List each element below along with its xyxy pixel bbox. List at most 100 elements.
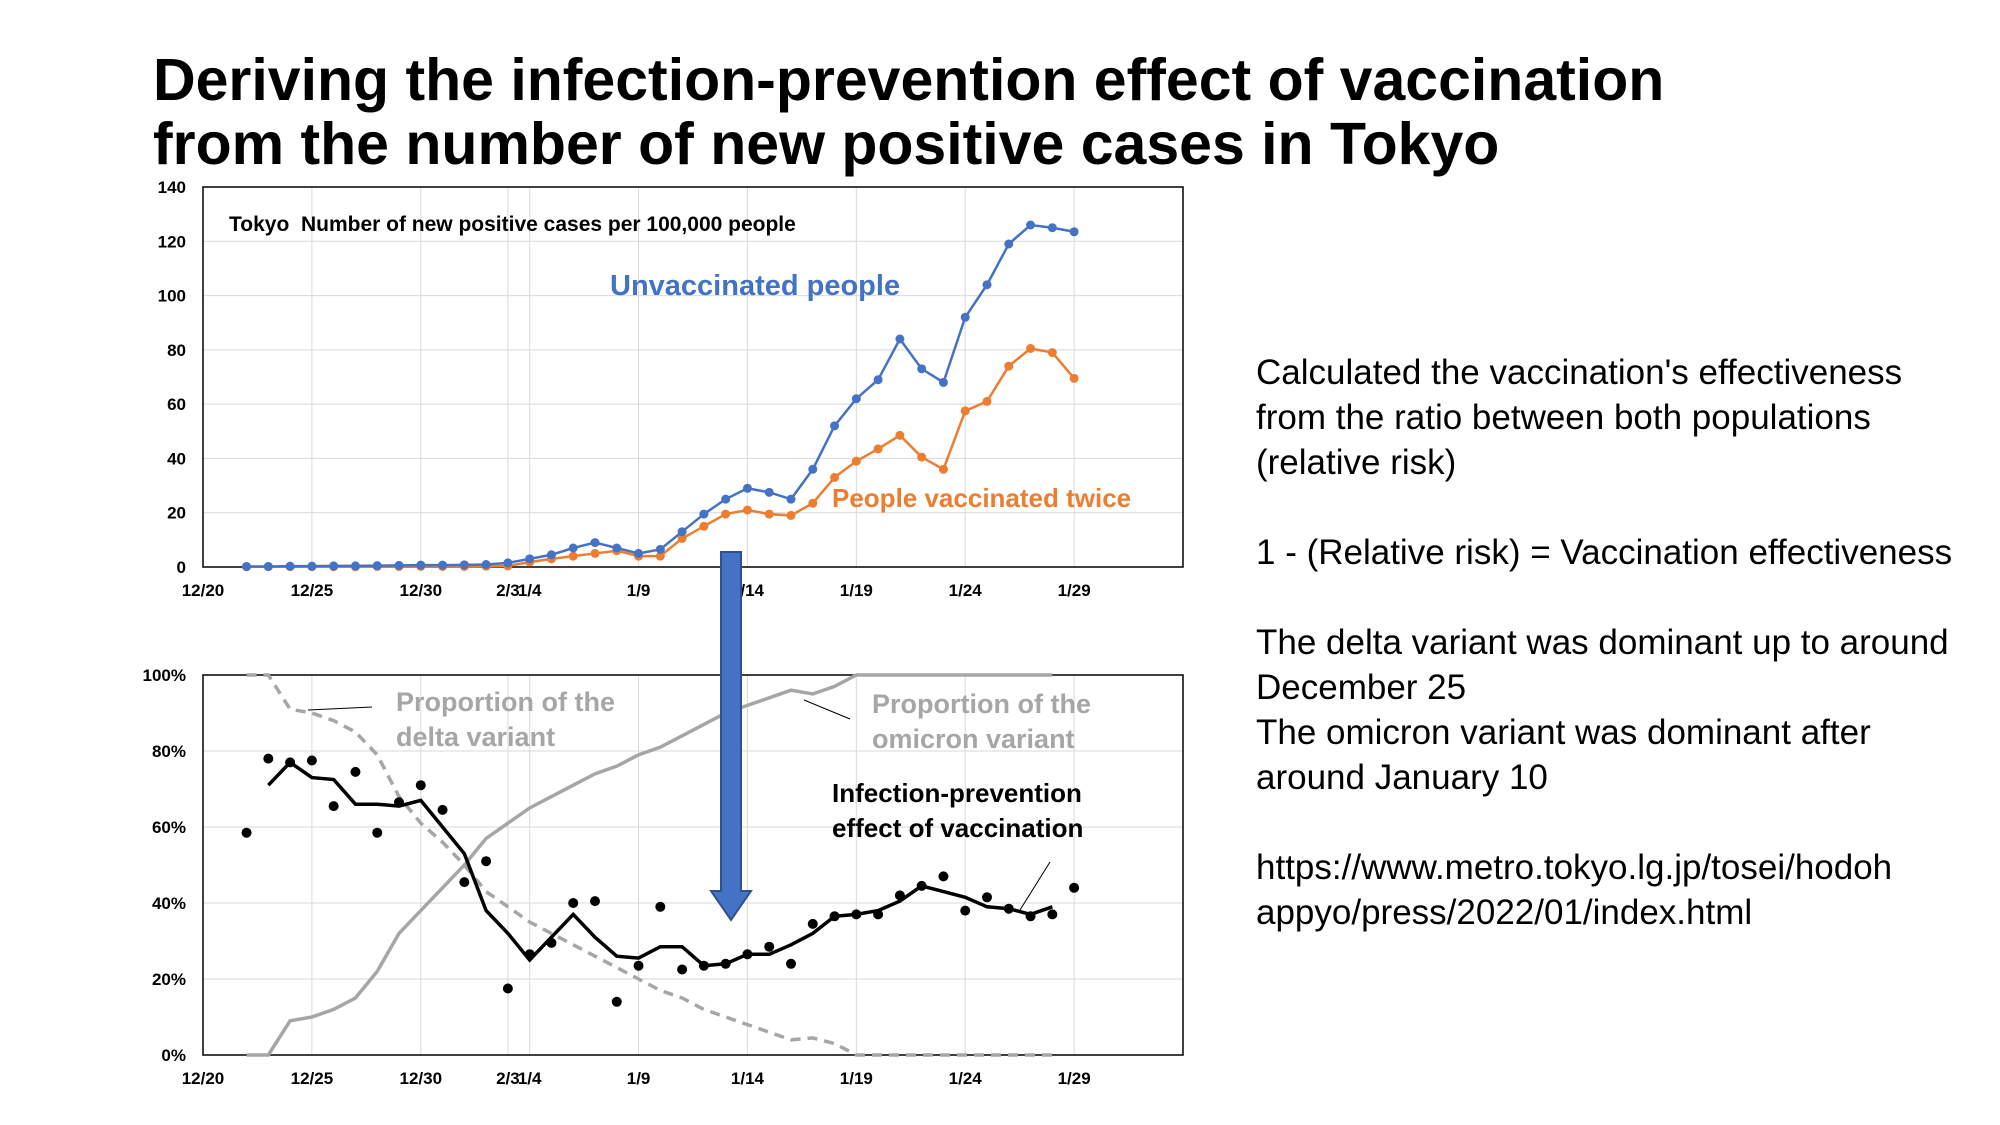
top-chart-x-ticks: 12/20 12/25 12/30 1/4 1/9 1/14 1/19 1/24 1/292/3	[182, 581, 1091, 600]
unvaccinated-point	[960, 312, 970, 322]
effect-daily-point	[1025, 911, 1036, 922]
effect-daily-point	[568, 898, 579, 908]
unvaccinated-point	[1004, 239, 1014, 249]
unvaccinated-point	[677, 527, 687, 537]
down-arrow	[709, 551, 753, 922]
effect-daily-point	[590, 896, 600, 907]
delta-proportion-line	[246, 673, 1053, 1057]
effect-daily-point	[851, 909, 862, 920]
source-url: https://www.metro.tokyo.lg.jp/tosei/hodo…	[1256, 848, 1893, 932]
unvaccinated-point	[1069, 227, 1079, 237]
effect-daily-point	[894, 890, 905, 901]
effect-daily-point	[960, 905, 971, 916]
top-chart-plot-area	[202, 186, 1184, 568]
bottom-xtick-label: 2/3	[496, 1069, 520, 1088]
unvaccinated-point	[372, 561, 382, 571]
top-chart-title: Tokyo Number of new positive cases per 1…	[229, 213, 796, 236]
effect-daily-point	[263, 753, 274, 764]
unvaccinated-point	[699, 509, 709, 519]
effect-daily-point	[546, 937, 557, 948]
effect-daily-point	[241, 827, 252, 838]
top-xtick-label: 1/4	[518, 581, 542, 600]
top-ytick-label: 40	[167, 449, 186, 468]
bottom-xtick-label: 1/19	[840, 1069, 873, 1088]
unvaccinated-point	[481, 560, 491, 570]
vaccinated-point	[982, 396, 992, 406]
unvaccinated-point	[503, 558, 513, 568]
unvaccinated-point	[416, 560, 426, 570]
unvaccinated-point	[764, 487, 774, 497]
unvaccinated-point	[917, 364, 927, 374]
bottom-xtick-label: 12/30	[400, 1069, 443, 1088]
vaccinated-point	[917, 452, 927, 462]
effect-daily-point	[1003, 903, 1014, 914]
top-ytick-label: 60	[167, 395, 186, 414]
charts-canvas: 0 20 40 60 80 100 120 140 12/20 12/25 12/30 1/4 1/9…	[143, 178, 1184, 1088]
unvaccinated-point	[982, 280, 992, 290]
unvaccinated-point	[655, 544, 665, 554]
vaccinated-line	[246, 347, 1076, 568]
label-delta-line2: delta variant	[396, 722, 555, 752]
effect-daily-point	[1047, 909, 1058, 920]
unvaccinated-point	[590, 538, 600, 548]
vaccinated-point	[851, 456, 861, 466]
vaccinated-point	[1026, 344, 1036, 353]
effect-daily-point	[328, 801, 339, 812]
bottom-xtick-label: 1/29	[1058, 1069, 1091, 1088]
title-line-2: from the number of new positive cases in…	[153, 111, 1500, 177]
explanation-delta: The delta variant was dominant up to aro…	[1256, 623, 1949, 707]
effect-daily-point	[459, 877, 470, 888]
bottom-ytick-label: 0%	[161, 1046, 186, 1065]
label-effect-line2: effect of vaccination	[832, 813, 1083, 843]
top-xtick-label: 2/3	[496, 581, 520, 600]
vaccinated-point	[742, 505, 752, 515]
vaccinated-point	[1004, 361, 1014, 371]
unvaccinated-point	[1026, 220, 1036, 230]
label-unvaccinated: Unvaccinated people	[610, 270, 900, 302]
bottom-ytick-label: 20%	[152, 970, 186, 989]
explanation-formula: 1 - (Relative risk) = Vaccination effect…	[1256, 533, 1953, 572]
top-xtick-label: 1/9	[627, 581, 651, 600]
unvaccinated-point	[895, 334, 905, 344]
delta-leader-line	[307, 706, 373, 711]
unvaccinated-point	[873, 375, 883, 385]
effect-daily-point	[720, 958, 731, 969]
bottom-ytick-label: 100%	[143, 666, 186, 685]
top-chart-series	[242, 220, 1079, 572]
effect-daily-point	[938, 871, 949, 882]
effect-daily-point	[611, 996, 622, 1007]
effect-daily-point	[437, 804, 448, 815]
effect-daily-point	[502, 983, 513, 994]
top-xtick-label: 1/19	[840, 581, 873, 600]
top-xtick-label: 12/30	[400, 581, 443, 600]
effect-daily-point	[524, 949, 535, 960]
omicron-leader-line	[803, 699, 851, 720]
top-ytick-label: 80	[167, 341, 186, 360]
unvaccinated-point	[612, 543, 622, 553]
label-effect-line1: Infection-prevention	[832, 778, 1082, 808]
effect-daily-point	[829, 911, 840, 922]
effect-daily-point	[394, 797, 404, 808]
unvaccinated-point	[263, 561, 273, 571]
top-ytick-label: 100	[158, 287, 186, 306]
unvaccinated-point	[786, 494, 796, 504]
effect-daily-point	[415, 780, 426, 791]
effect-daily-point	[742, 949, 753, 960]
unvaccinated-point	[525, 554, 535, 564]
vaccinated-point	[808, 498, 818, 508]
top-ytick-label: 20	[167, 504, 186, 523]
label-delta-line1: Proportion of the	[396, 687, 615, 717]
top-xtick-label: 12/20	[182, 581, 225, 600]
top-ytick-label: 140	[158, 178, 186, 197]
vaccinated-point	[873, 444, 883, 454]
effect-daily-point	[786, 958, 796, 969]
slide-title: Deriving the infection-prevention effect…	[153, 48, 1753, 176]
effect-daily-point	[1069, 882, 1080, 893]
unvaccinated-point	[851, 394, 861, 404]
effect-daily-point	[285, 757, 296, 768]
unvaccinated-point	[1047, 223, 1057, 233]
label-omicron-line1: Proportion of the	[872, 689, 1091, 719]
vaccinated-point	[786, 510, 796, 520]
vaccinated-point	[568, 551, 578, 561]
bottom-chart-series	[241, 673, 1080, 1057]
